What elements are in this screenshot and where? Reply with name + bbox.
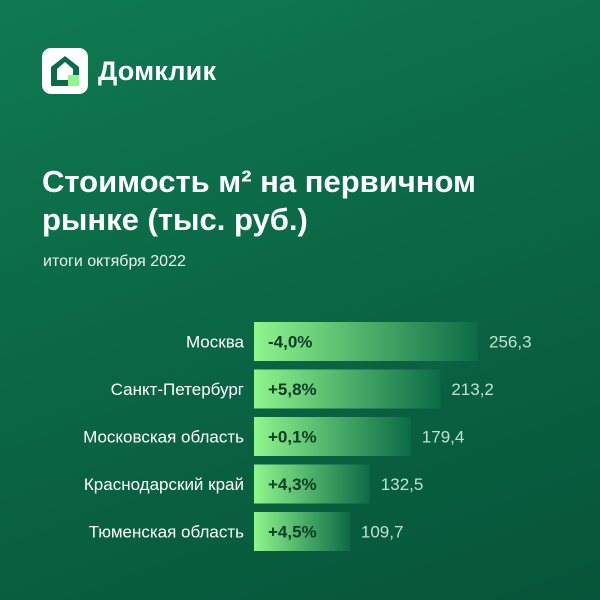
- category-label-3: Краснодарский край: [84, 475, 244, 494]
- value-label-3: 132,5: [381, 475, 424, 494]
- bar-3: [254, 464, 370, 504]
- change-label-2: +0,1%: [268, 428, 317, 447]
- category-label-1: Санкт-Петербург: [111, 380, 244, 399]
- brand-name: Домклик: [98, 55, 217, 86]
- value-label-2: 179,4: [422, 428, 465, 447]
- chart-title-line-1: Стоимость м² на первичном: [42, 164, 476, 199]
- category-label-4: Тюменская область: [89, 523, 245, 542]
- house-logo-icon: [42, 48, 88, 94]
- chart-subtitle: итоги октября 2022: [43, 253, 186, 270]
- brand-logo: Домклик: [42, 48, 216, 94]
- change-label-4: +4,5%: [268, 523, 317, 542]
- category-label-2: Московская область: [83, 428, 244, 447]
- chart-title: Стоимость м² на первичном рынке (тыс. ру…: [42, 163, 562, 239]
- value-label-1: 213,2: [451, 380, 494, 399]
- chart-title-line-2: рынке (тыс. руб.): [42, 202, 308, 237]
- change-label-0: -4,0%: [268, 333, 312, 352]
- value-label-0: 256,3: [489, 333, 532, 352]
- bar-4: [254, 512, 350, 551]
- change-label-1: +5,8%: [268, 380, 317, 399]
- bar-2: [254, 417, 411, 456]
- bar-0: [254, 322, 478, 361]
- change-label-3: +4,3%: [268, 475, 317, 494]
- category-label-0: Москва: [186, 333, 245, 352]
- bar-1: [254, 369, 441, 409]
- value-label-4: 109,7: [361, 523, 404, 542]
